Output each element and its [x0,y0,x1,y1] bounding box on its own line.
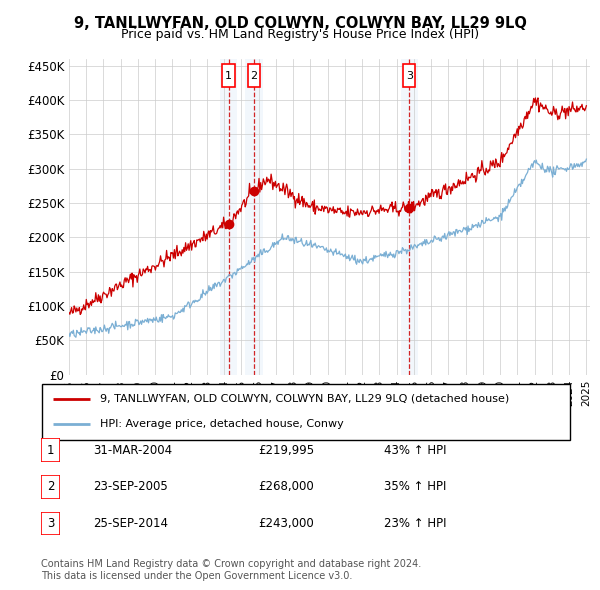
Bar [403,64,415,87]
Text: 31-MAR-2004: 31-MAR-2004 [93,444,172,457]
Text: 23% ↑ HPI: 23% ↑ HPI [384,517,446,530]
Text: 9, TANLLWYFAN, OLD COLWYN, COLWYN BAY, LL29 9LQ (detached house): 9, TANLLWYFAN, OLD COLWYN, COLWYN BAY, L… [100,394,509,404]
Text: 2: 2 [250,71,257,81]
Text: 3: 3 [406,71,413,81]
Text: 1: 1 [225,71,232,81]
Text: £268,000: £268,000 [258,480,314,493]
Text: 25-SEP-2014: 25-SEP-2014 [93,517,168,530]
Text: Contains HM Land Registry data © Crown copyright and database right 2024.: Contains HM Land Registry data © Crown c… [41,559,421,569]
Text: 35% ↑ HPI: 35% ↑ HPI [384,480,446,493]
Text: HPI: Average price, detached house, Conwy: HPI: Average price, detached house, Conw… [100,419,344,430]
Text: 2: 2 [47,480,54,493]
Text: £219,995: £219,995 [258,444,314,457]
Text: Price paid vs. HM Land Registry's House Price Index (HPI): Price paid vs. HM Land Registry's House … [121,28,479,41]
Text: 23-SEP-2005: 23-SEP-2005 [93,480,168,493]
Bar [223,64,235,87]
Bar [401,59,418,375]
Text: 9, TANLLWYFAN, OLD COLWYN, COLWYN BAY, LL29 9LQ: 9, TANLLWYFAN, OLD COLWYN, COLWYN BAY, L… [74,16,526,31]
Bar [220,59,237,375]
Text: 3: 3 [47,517,54,530]
Text: 43% ↑ HPI: 43% ↑ HPI [384,444,446,457]
Text: 1: 1 [47,444,54,457]
Bar [245,59,263,375]
Text: This data is licensed under the Open Government Licence v3.0.: This data is licensed under the Open Gov… [41,571,352,581]
Bar [248,64,260,87]
Text: £243,000: £243,000 [258,517,314,530]
